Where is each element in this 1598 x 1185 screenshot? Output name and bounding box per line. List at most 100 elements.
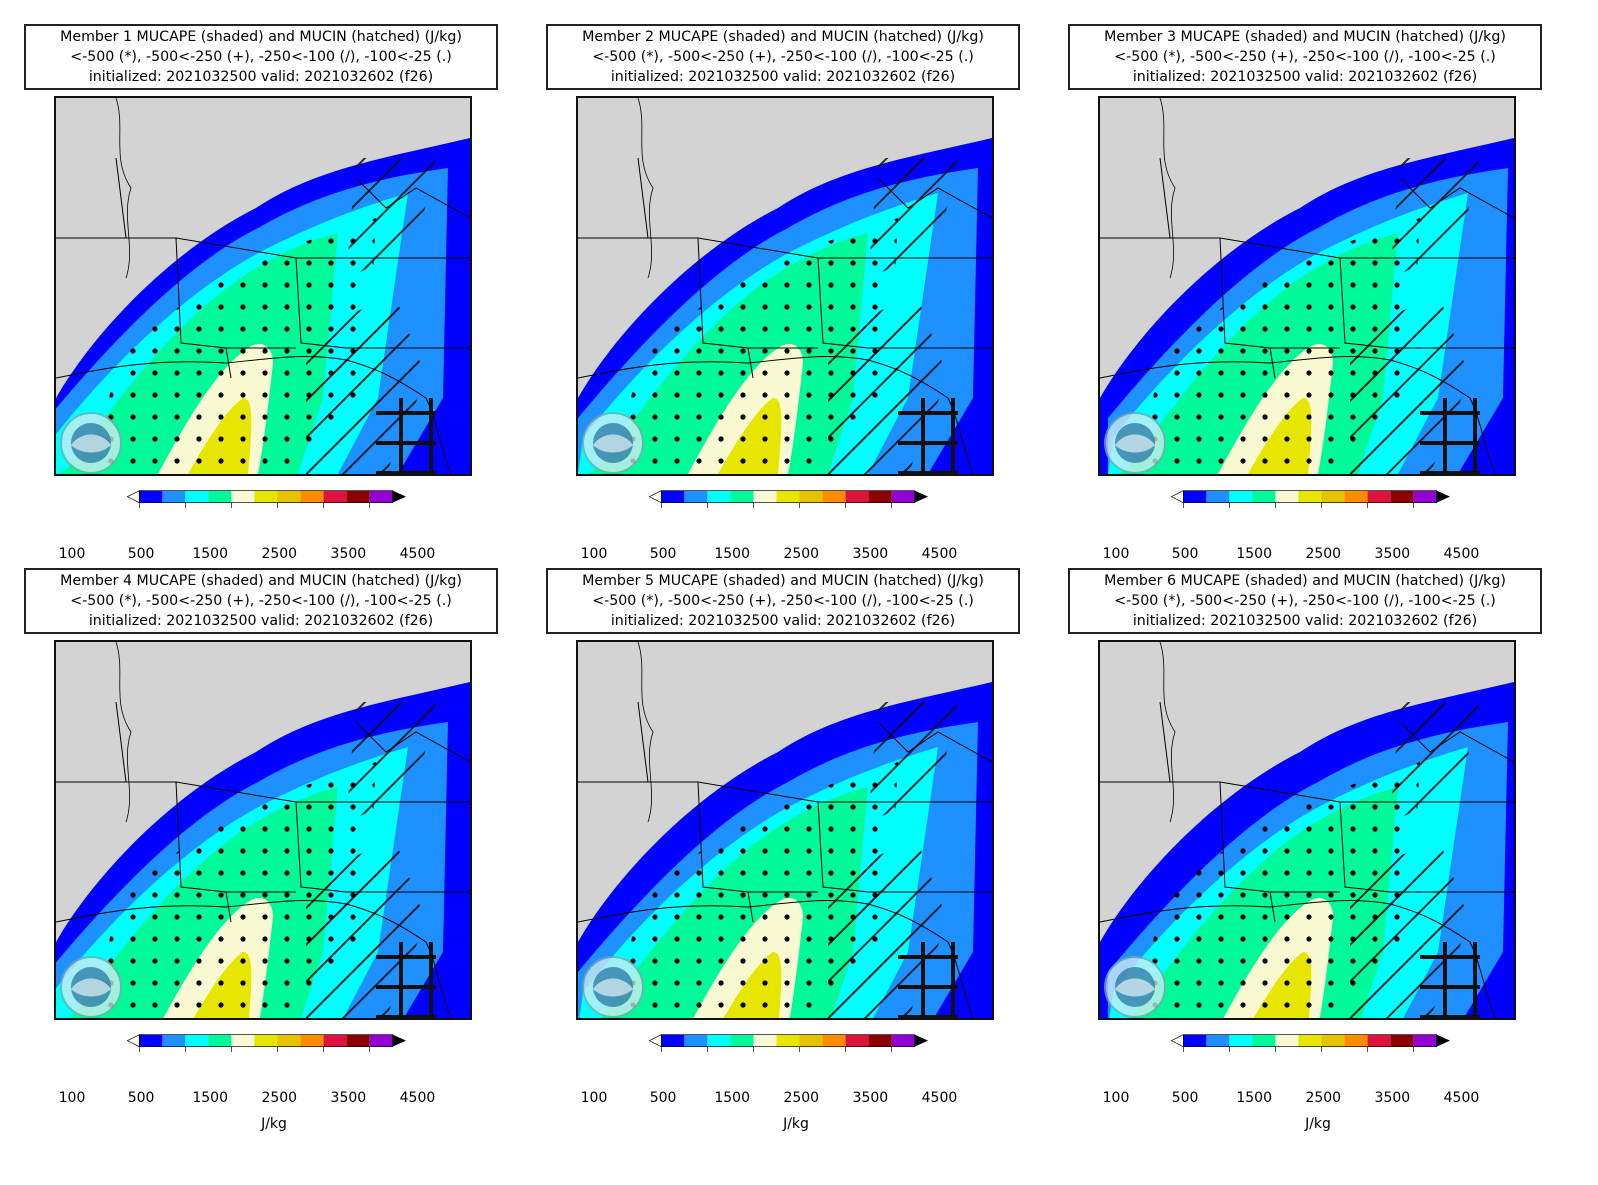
colorbar-tick-label: 3500 <box>330 1090 367 1106</box>
colorbar-extend-min <box>648 490 662 504</box>
map-svg <box>1100 98 1514 474</box>
colorbar-segment <box>346 1034 370 1047</box>
river-line <box>115 98 132 279</box>
state-border <box>425 941 452 1018</box>
colorbar-segment <box>1344 1034 1368 1047</box>
colorbar-tick-label: 1500 <box>1236 1090 1272 1106</box>
title-line-2: <-500 (*), -500<-250 (+), -250<-100 (/),… <box>70 49 452 65</box>
colorbar-segment <box>1321 1034 1345 1047</box>
colorbar-segment <box>730 1034 754 1047</box>
state-border <box>1399 721 1514 763</box>
map-plot <box>576 96 994 476</box>
colorbar-segment <box>1321 490 1345 503</box>
title-line-1: Member 2 MUCAPE (shaded) and MUCIN (hatc… <box>582 29 984 45</box>
title-line-1: Member 1 MUCAPE (shaded) and MUCIN (hatc… <box>60 29 462 45</box>
panel-member-2: Member 2 MUCAPE (shaded) and MUCIN (hatc… <box>546 0 1069 590</box>
colorbar-segment <box>277 1034 301 1047</box>
colorbar-tick-label: 2500 <box>783 1090 820 1106</box>
state-border <box>1339 801 1514 893</box>
colorbar <box>126 490 406 508</box>
colorbar-segment <box>707 1034 731 1047</box>
colorbar-segment <box>776 490 800 503</box>
colorbar-extend-min <box>126 490 140 504</box>
title-line-2: <-500 (*), -500<-250 (+), -250<-100 (/),… <box>592 49 974 65</box>
map-svg <box>56 642 470 1018</box>
state-border <box>877 177 992 219</box>
map-plot <box>54 96 472 476</box>
noaa-logo-icon <box>1104 412 1166 474</box>
panel-title: Member 6 MUCAPE (shaded) and MUCIN (hatc… <box>1068 568 1542 634</box>
colorbar-tick-label: 2500 <box>261 1090 298 1106</box>
colorbar-segment <box>162 1034 186 1047</box>
colorbar-tick-label: 100 <box>580 1090 608 1106</box>
state-border <box>1159 157 1171 239</box>
state-border <box>1159 701 1171 783</box>
mucin-dot-region <box>618 762 898 1018</box>
title-line-3: initialized: 2021032500 valid: 202103260… <box>610 613 956 629</box>
colorbar-segment <box>661 1034 685 1047</box>
state-border <box>1339 257 1514 349</box>
state-border <box>175 237 296 349</box>
colorbar-tick-label: 3500 <box>852 1090 889 1106</box>
colorbar-segment <box>1367 1034 1391 1047</box>
colorbar-tick-label: 2500 <box>783 546 820 562</box>
panel-title: Member 1 MUCAPE (shaded) and MUCIN (hatc… <box>24 24 498 90</box>
colorbar-segment <box>845 490 869 503</box>
colorbar-tick-label: 1500 <box>192 546 228 562</box>
mucin-plus-region <box>1420 398 1480 474</box>
colorbar-segment <box>162 490 186 503</box>
colorbar-segment <box>254 490 278 503</box>
colorbar-extend-max <box>914 490 928 503</box>
panel-member-4: Member 4 MUCAPE (shaded) and MUCIN (hatc… <box>24 544 547 1134</box>
colorbar-tick-label: 500 <box>127 546 155 562</box>
title-line-1: Member 3 MUCAPE (shaded) and MUCIN (hatc… <box>1104 29 1506 45</box>
colorbar-segment <box>185 490 209 503</box>
colorbar-extend-max <box>392 1034 406 1047</box>
colorbar-tick-label: 1500 <box>192 1090 228 1106</box>
colorbar-segment <box>1298 490 1322 503</box>
colorbar-segment <box>139 1034 163 1047</box>
river-line <box>637 642 654 823</box>
mucin-plus-region <box>376 942 436 1018</box>
colorbar-tick-label: 2500 <box>1305 546 1342 562</box>
colorbar-unit-label: J/kg <box>261 1116 287 1132</box>
river-line <box>637 98 654 279</box>
state-border <box>578 356 949 399</box>
colorbar-unit-label: J/kg <box>783 1116 809 1132</box>
map-svg <box>578 98 992 474</box>
colorbar-segment <box>1275 490 1299 503</box>
colorbar-tick-label: 500 <box>649 546 677 562</box>
mucin-plus-region <box>1420 942 1480 1018</box>
noaa-logo-icon <box>582 412 644 474</box>
colorbar-segment <box>323 490 347 503</box>
map-plot <box>54 640 472 1020</box>
state-border <box>817 257 992 349</box>
title-line-2: <-500 (*), -500<-250 (+), -250<-100 (/),… <box>70 593 452 609</box>
colorbar-extend-max <box>1436 1034 1450 1047</box>
title-line-1: Member 6 MUCAPE (shaded) and MUCIN (hatc… <box>1104 573 1506 589</box>
colorbar-tick-label: 500 <box>1171 546 1199 562</box>
colorbar-extend-min <box>1170 1034 1184 1048</box>
colorbar <box>1170 490 1450 508</box>
state-border <box>578 237 992 259</box>
river-line <box>1159 642 1176 823</box>
title-line-2: <-500 (*), -500<-250 (+), -250<-100 (/),… <box>1114 49 1496 65</box>
noaa-logo-icon <box>60 956 122 1018</box>
colorbar-extend-max <box>914 1034 928 1047</box>
state-border <box>1100 356 1471 399</box>
title-line-3: initialized: 2021032500 valid: 202103260… <box>610 69 956 85</box>
state-border <box>637 701 649 783</box>
state-border <box>578 781 992 803</box>
title-line-2: <-500 (*), -500<-250 (+), -250<-100 (/),… <box>1114 593 1496 609</box>
colorbar-segment <box>185 1034 209 1047</box>
colorbar-segment <box>1229 490 1253 503</box>
colorbar-extend-max <box>392 490 406 503</box>
state-border <box>115 157 127 239</box>
colorbar-segment <box>891 490 915 503</box>
noaa-logo-icon <box>1104 956 1166 1018</box>
colorbar-segment <box>730 490 754 503</box>
title-line-3: initialized: 2021032500 valid: 202103260… <box>1132 69 1478 85</box>
panel-member-1: Member 1 MUCAPE (shaded) and MUCIN (hatc… <box>24 0 547 590</box>
colorbar <box>1170 1034 1450 1052</box>
colorbar-segment <box>1252 1034 1276 1047</box>
